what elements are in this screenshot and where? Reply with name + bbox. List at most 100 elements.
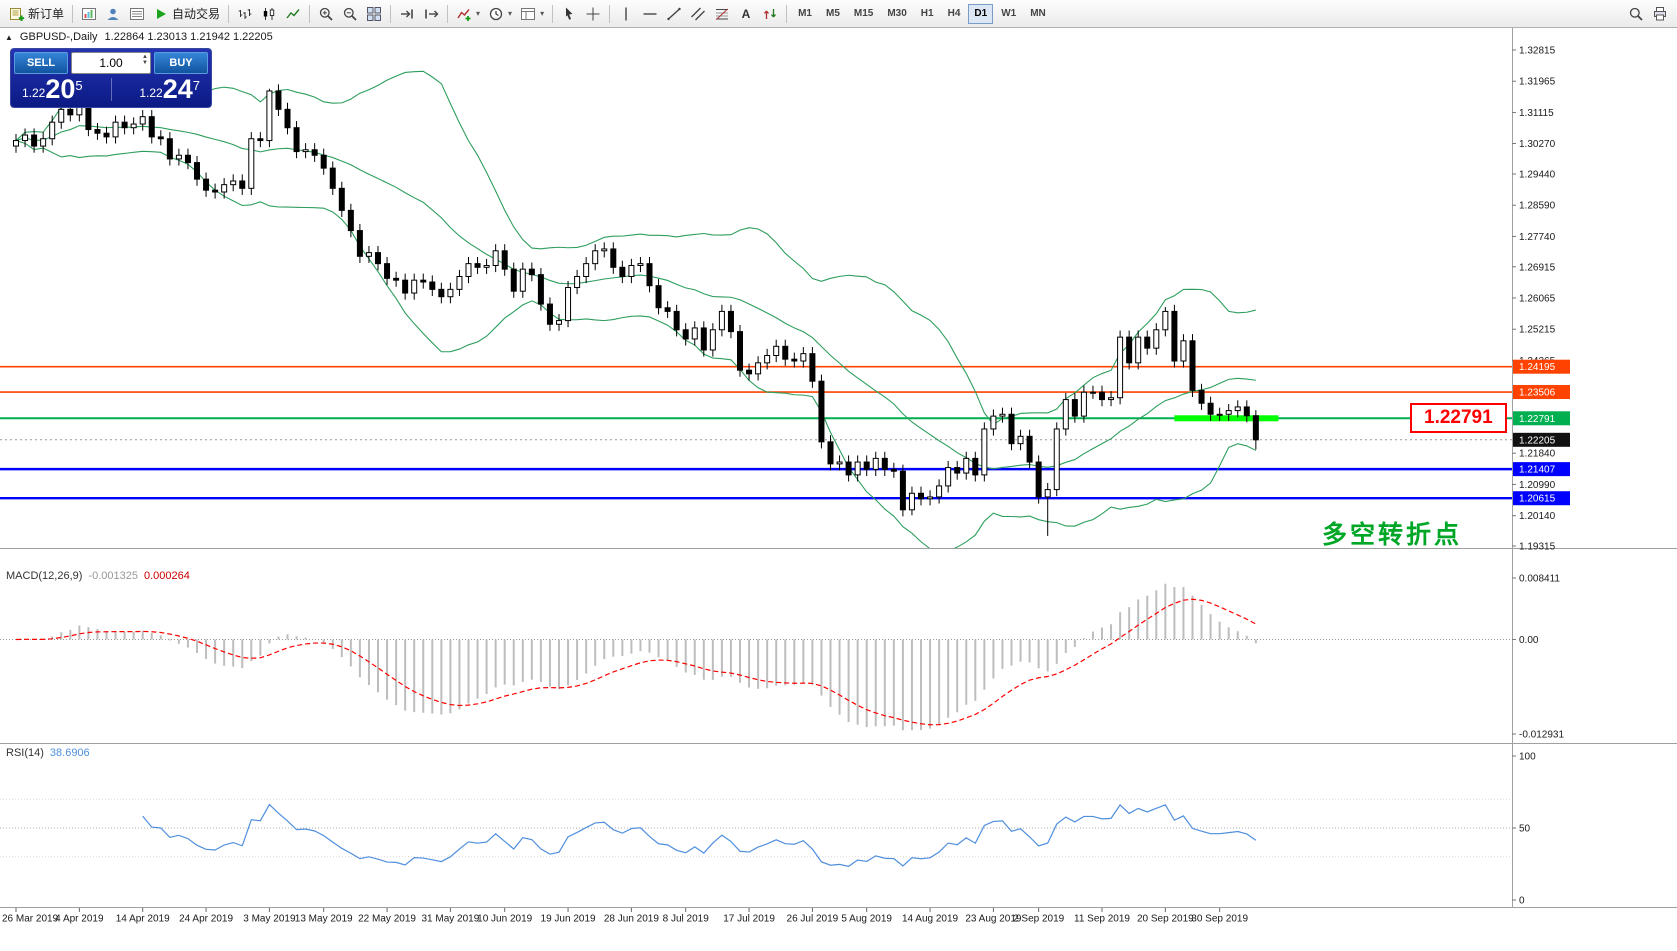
zoom-in-button[interactable] (314, 3, 338, 25)
support-highlight-segment[interactable] (1174, 415, 1279, 422)
crosshair-button[interactable] (581, 3, 605, 25)
price-badge-1.21407: 1.21407 (1513, 462, 1570, 477)
search-button[interactable] (1624, 3, 1648, 25)
indicators-button[interactable]: ▾ (452, 3, 484, 25)
auto-scroll-button[interactable] (395, 3, 419, 25)
macd-signal-line (15, 598, 1257, 726)
svg-text:1.22205: 1.22205 (1519, 435, 1556, 446)
timeframe-w1-button[interactable]: W1 (1001, 8, 1017, 19)
profiles-button[interactable] (101, 3, 125, 25)
volume-input[interactable]: 1.00 ▲ ▼ (71, 52, 151, 74)
timeframe-m30-button[interactable]: M30 (887, 8, 907, 19)
time-axis-label: 11 Sep 2019 (1074, 914, 1130, 925)
price-tick-label: 1.30270 (1519, 139, 1556, 150)
bar-chart-button[interactable] (233, 3, 257, 25)
zoom-out-icon (342, 6, 358, 22)
volume-down-icon[interactable]: ▼ (142, 60, 148, 66)
svg-text:1.23506: 1.23506 (1519, 388, 1556, 399)
periods-button-caret[interactable]: ▾ (508, 9, 513, 18)
timeframe-m1-button[interactable]: M1 (798, 8, 812, 19)
bid-price: 1.22 20 5 (22, 76, 83, 103)
fibonacci-button[interactable] (710, 3, 734, 25)
timeframe-mn-button[interactable]: MN (1030, 8, 1046, 19)
macd-axis-label: 0.00 (1519, 635, 1539, 646)
chart-shift-button[interactable] (419, 3, 443, 25)
toolbar-separator (309, 4, 311, 23)
candlesticks-icon (261, 6, 277, 22)
bid-pipette: 5 (75, 77, 83, 93)
timeframe-m5-button[interactable]: M5 (825, 8, 840, 19)
time-axis-label: 28 Jun 2019 (604, 914, 659, 925)
new-order-button[interactable]: 新订单 (5, 3, 68, 25)
time-axis-label: 26 Jul 2019 (787, 914, 839, 925)
price-tick-label: 1.20990 (1519, 480, 1556, 491)
zoom-out-button[interactable] (338, 3, 362, 25)
arrows-button[interactable] (758, 3, 782, 25)
rsi-axis-label: 0 (1519, 896, 1525, 907)
search-icon (1628, 6, 1644, 22)
timeframe-m15-button[interactable]: M15 (853, 8, 874, 19)
horizontal-line-button[interactable] (638, 3, 662, 25)
profiles-icon (105, 6, 121, 22)
price-tick-label: 1.31115 (1519, 108, 1554, 119)
market-watch-button[interactable] (125, 3, 149, 25)
sell-button[interactable]: SELL (14, 52, 68, 74)
time-axis-label: 5 Aug 2019 (841, 914, 892, 925)
line-chart-icon (285, 6, 301, 22)
toolbar-separator (609, 4, 611, 23)
price-badge-1.20615: 1.20615 (1513, 491, 1570, 506)
text-icon: A (738, 6, 754, 22)
chart-canvas[interactable]: 1.32815 1.31965 1.31115 1.30270 1.29440 1.285… (0, 28, 1677, 951)
toolbar-separator (786, 4, 788, 23)
indicators-button-caret[interactable]: ▾ (476, 9, 481, 18)
time-axis-label: 14 Apr 2019 (116, 914, 170, 925)
one-click-collapse-toggle[interactable]: ▲ (5, 32, 13, 42)
candles-layer (13, 81, 1259, 536)
price-tick-label: 1.31965 (1519, 77, 1556, 88)
autotrading-icon (153, 6, 169, 22)
new-chart-icon (81, 6, 97, 22)
macd-name: MACD(12,26,9) (6, 570, 83, 582)
turning-point-annotation: 多空转折点 (1322, 521, 1463, 549)
one-click-trading-panel: SELL 1.00 ▲ ▼ BUY 1.22 20 5 1.22 24 7 (10, 48, 212, 108)
autotrading-button[interactable]: 自动交易 (149, 3, 224, 25)
rsi-axis-label: 50 (1519, 824, 1531, 835)
text-button[interactable]: A (734, 3, 758, 25)
ask-price: 1.22 24 7 (139, 76, 200, 103)
price-badge-1.22205: 1.22205 (1513, 432, 1570, 447)
vertical-line-button[interactable] (614, 3, 638, 25)
line-chart-button[interactable] (281, 3, 305, 25)
print-button[interactable] (1648, 3, 1672, 25)
time-axis-label: 17 Jul 2019 (723, 914, 775, 925)
toolbar-separator (390, 4, 392, 23)
tile-windows-button[interactable] (362, 3, 386, 25)
new-order-button-label: 新订单 (28, 7, 65, 21)
price-level-callout[interactable]: 1.22791 (1410, 403, 1507, 433)
templates-icon (520, 6, 536, 22)
svg-text:1.24195: 1.24195 (1519, 362, 1556, 373)
timeframe-d1-button[interactable]: D1 (968, 3, 994, 24)
periods-icon (488, 6, 504, 22)
buy-button[interactable]: BUY (154, 52, 208, 74)
cursor-icon (561, 6, 577, 22)
templates-button-caret[interactable]: ▾ (540, 9, 545, 18)
svg-text:1.20615: 1.20615 (1519, 494, 1556, 505)
price-tick-label: 1.25215 (1519, 325, 1556, 336)
time-axis-label: 13 May 2019 (295, 914, 353, 925)
candlestick-chart-button[interactable] (257, 3, 281, 25)
periods-button[interactable]: ▾ (484, 3, 516, 25)
macd-main-value: -0.001325 (88, 570, 138, 582)
trendline-button[interactable] (662, 3, 686, 25)
volume-up-icon[interactable]: ▲ (142, 54, 148, 60)
toolbar-separator (228, 4, 230, 23)
autotrading-button-label: 自动交易 (172, 7, 221, 21)
timeframe-h4-button[interactable]: H4 (947, 8, 961, 19)
crosshair-icon (585, 6, 601, 22)
bollinger-bands (15, 70, 1257, 548)
volume-stepper[interactable]: ▲ ▼ (142, 54, 148, 66)
timeframe-h1-button[interactable]: H1 (920, 8, 934, 19)
channel-button[interactable] (686, 3, 710, 25)
templates-button[interactable]: ▾ (516, 3, 548, 25)
new-chart-button[interactable] (77, 3, 101, 25)
cursor-button[interactable] (557, 3, 581, 25)
